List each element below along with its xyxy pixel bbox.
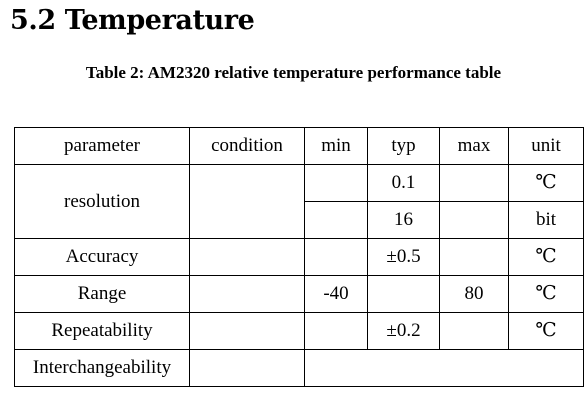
section-title: 5.2 Temperature xyxy=(10,5,255,36)
cell-accuracy-min xyxy=(304,238,368,276)
cell-resolution-min-1 xyxy=(304,164,368,202)
cell-accuracy-unit: ℃ xyxy=(508,238,584,276)
header-typ: typ xyxy=(367,127,440,165)
table-row-repeatability: Repeatability ±0.2 ℃ xyxy=(14,312,584,350)
cell-interchangeability-condition xyxy=(189,349,305,387)
cell-repeatability-min xyxy=(304,312,368,350)
cell-range-typ xyxy=(367,275,440,313)
header-parameter: parameter xyxy=(14,127,190,165)
cell-accuracy-max xyxy=(439,238,509,276)
header-condition: condition xyxy=(189,127,305,165)
table-row-interchangeability: Interchangeability xyxy=(14,349,584,387)
header-max: max xyxy=(439,127,509,165)
cell-resolution-min-2 xyxy=(304,201,368,239)
header-unit: unit xyxy=(508,127,584,165)
cell-repeatability-max xyxy=(439,312,509,350)
cell-range-min: -40 xyxy=(304,275,368,313)
cell-resolution-max-1 xyxy=(439,164,509,202)
cell-repeatability-condition xyxy=(189,312,305,350)
cell-accuracy-label: Accuracy xyxy=(14,238,190,276)
table-row-resolution-1: resolution 0.1 ℃ xyxy=(14,164,584,239)
cell-resolution-typ-2: 16 xyxy=(367,201,440,239)
cell-range-max: 80 xyxy=(439,275,509,313)
cell-range-condition xyxy=(189,275,305,313)
cell-repeatability-typ: ±0.2 xyxy=(367,312,440,350)
cell-range-label: Range xyxy=(14,275,190,313)
cell-resolution-typ-1: 0.1 xyxy=(367,164,440,202)
cell-resolution-unit-1: ℃ xyxy=(508,164,584,202)
cell-interchangeability-value xyxy=(304,349,584,387)
cell-repeatability-label: Repeatability xyxy=(14,312,190,350)
cell-resolution-unit-2: bit xyxy=(508,201,584,239)
cell-accuracy-condition xyxy=(189,238,305,276)
cell-resolution-condition xyxy=(189,164,305,239)
table-header-row: parameter condition min typ max unit xyxy=(14,127,584,165)
temperature-performance-table: parameter condition min typ max unit res… xyxy=(14,127,584,387)
table-caption: Table 2: AM2320 relative temperature per… xyxy=(85,63,502,82)
cell-repeatability-unit: ℃ xyxy=(508,312,584,350)
cell-resolution-max-2 xyxy=(439,201,509,239)
cell-range-unit: ℃ xyxy=(508,275,584,313)
table-row-range: Range -40 80 ℃ xyxy=(14,275,584,313)
cell-resolution-label: resolution xyxy=(14,164,190,239)
cell-interchangeability-label: Interchangeability xyxy=(14,349,190,387)
header-min: min xyxy=(304,127,368,165)
table-row-accuracy: Accuracy ±0.5 ℃ xyxy=(14,238,584,276)
cell-accuracy-typ: ±0.5 xyxy=(367,238,440,276)
